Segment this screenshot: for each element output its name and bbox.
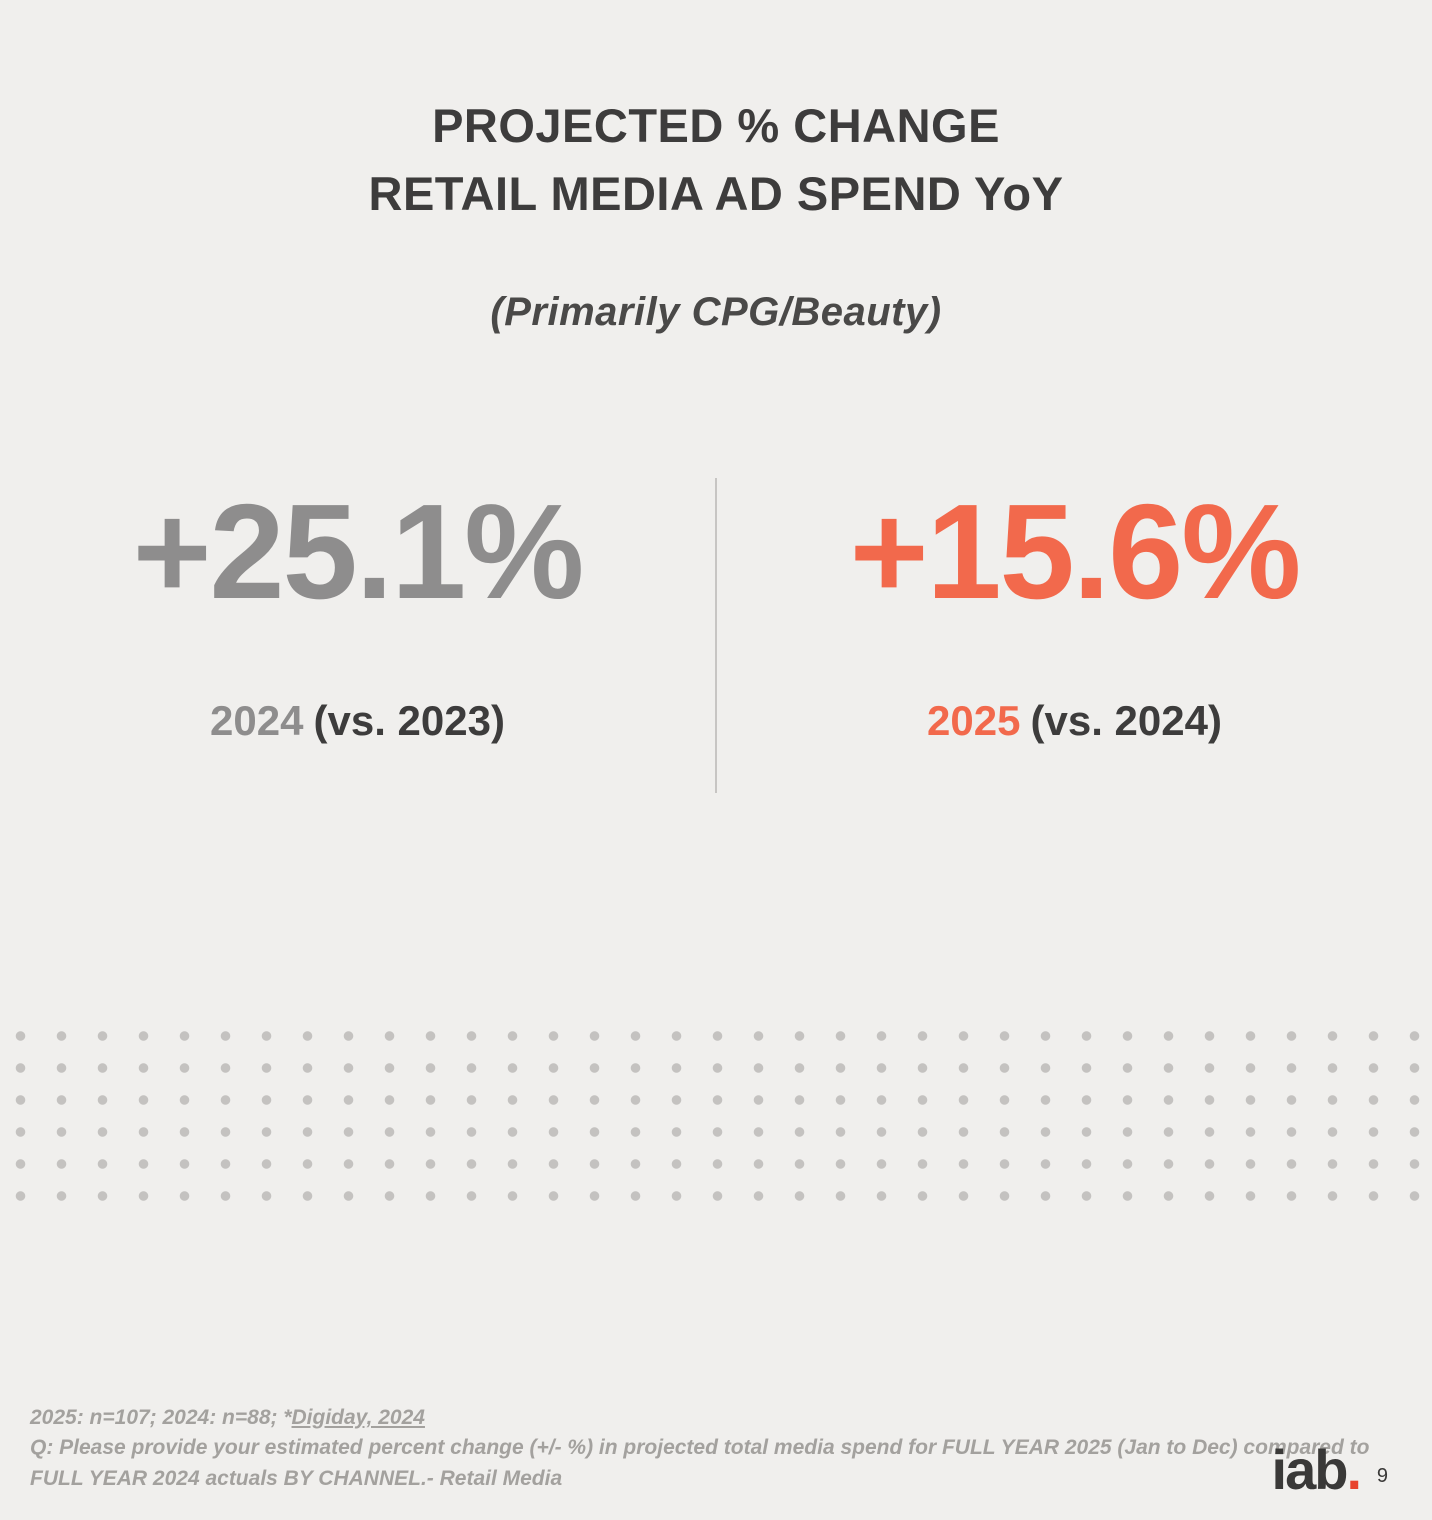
iab-logo-dot: . — [1346, 1438, 1362, 1501]
digiday-source-link[interactable]: Digiday, 2024 — [291, 1405, 425, 1429]
stats-comparison: +25.1% 2024 (vs. 2023) +15.6% 2025 (vs. 20… — [0, 476, 1432, 808]
footnote-line-2: Q: Please provide your estimated percent… — [30, 1436, 1370, 1460]
stat-value-2024: +25.1% — [132, 476, 585, 627]
stat-year-2025: 2025 — [927, 696, 1021, 744]
slide-subtitle: (Primarily CPG/Beauty) — [490, 290, 942, 335]
stat-2024: +25.1% 2024 (vs. 2023) — [0, 476, 715, 745]
vertical-divider — [715, 478, 717, 793]
iab-logo-text: iab — [1271, 1438, 1349, 1501]
stat-comparison-2025: (vs. 2024) — [1030, 696, 1222, 744]
stat-comparison-2024: (vs. 2023) — [313, 696, 505, 744]
footnote-line-3: FULL YEAR 2024 actuals BY CHANNEL.- Reta… — [30, 1466, 563, 1490]
page-number: 9 — [1376, 1465, 1388, 1487]
title-line-2: RETAIL MEDIA AD SPEND YoY — [368, 167, 1064, 221]
page-title: PROJECTED % CHANGE RETAIL MEDIA AD SPEND… — [0, 92, 1432, 228]
iab-logo: iab. — [1272, 1442, 1362, 1498]
title-line-1: PROJECTED % CHANGE — [432, 99, 1000, 152]
stat-year-2024: 2024 — [210, 696, 304, 744]
dot-pattern — [0, 1020, 1432, 1212]
slide-header: PROJECTED % CHANGE RETAIL MEDIA AD SPEND… — [0, 92, 1432, 335]
stat-label-2025: 2025 (vs. 2024) — [717, 697, 1432, 745]
footnote-sample-sizes: 2025: n=107; 2024: n=88; * — [30, 1405, 292, 1429]
stat-2025: +15.6% 2025 (vs. 2024) — [717, 476, 1432, 745]
stat-value-2025: +15.6% — [849, 476, 1302, 627]
stat-label-2024: 2024 (vs. 2023) — [0, 697, 715, 745]
footnote-line-1: 2025: n=107; 2024: n=88; *Digiday, 2024 — [30, 1403, 1369, 1433]
footnote: 2025: n=107; 2024: n=88; *Digiday, 2024 … — [30, 1403, 1369, 1494]
